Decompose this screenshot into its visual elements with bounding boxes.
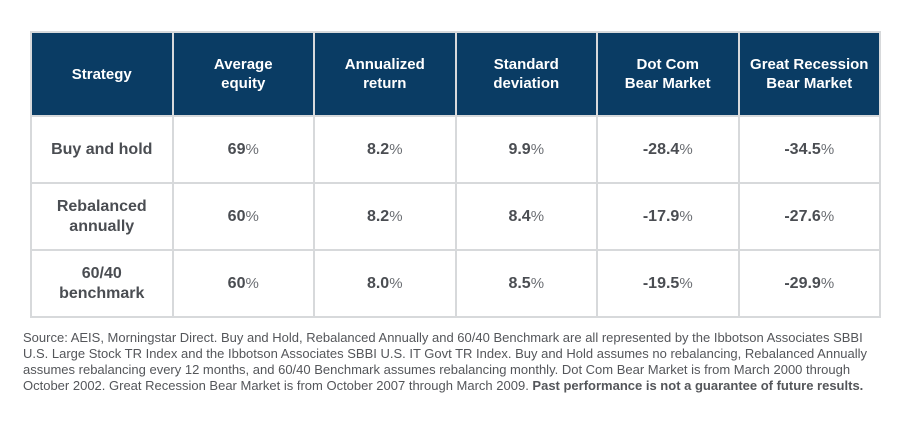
table-row-buy-and-hold: Buy and hold 69% 8.2% 9.9% -28.4% -34.5%: [30, 115, 881, 184]
table-cell: 8.2%: [313, 182, 457, 251]
row-label: Rebalanced annually: [30, 182, 174, 251]
footnote-text: Source: AEIS, Morningstar Direct. Buy an…: [23, 330, 868, 393]
percent-suffix: %: [389, 207, 403, 225]
cell-value: -34.5: [784, 140, 821, 158]
percent-suffix: %: [820, 274, 835, 292]
cell-value: 60: [227, 207, 246, 225]
cell-value: -27.6: [784, 207, 821, 225]
table-cell: 8.2%: [313, 115, 457, 184]
header-row: Strategy Average equity Annualized retur…: [30, 31, 881, 117]
column-header-dot-com-bear-market: Dot Com Bear Market: [596, 31, 740, 117]
table-cell: -27.6%: [737, 182, 881, 251]
column-header-standard-deviation: Standard deviation: [454, 31, 598, 117]
table-cell: -28.4%: [596, 115, 740, 184]
cell-value: 8.4: [508, 207, 531, 225]
table: Strategy Average equity Annualized retur…: [30, 31, 881, 318]
table-cell: -19.5%: [596, 249, 740, 318]
percent-suffix: %: [679, 140, 693, 158]
cell-value: -28.4: [642, 140, 680, 158]
table-cell: 60%: [171, 182, 315, 251]
table-cell: -29.9%: [737, 249, 881, 318]
table-header: Strategy Average equity Annualized retur…: [30, 31, 881, 117]
column-header-annualized-return: Annualized return: [313, 31, 457, 117]
cell-value: 8.5: [508, 274, 531, 292]
row-label: 60/40 benchmark: [30, 249, 174, 318]
table-cell: 9.9%: [454, 115, 598, 184]
table-row-rebalanced-annually: Rebalanced annually 60% 8.2% 8.4% -17.9%…: [30, 182, 881, 251]
percent-suffix: %: [820, 140, 835, 158]
table-cell: 60%: [171, 249, 315, 318]
cell-value: 8.2: [366, 207, 390, 225]
row-label: Buy and hold: [30, 115, 174, 184]
column-header-strategy: Strategy: [30, 31, 174, 117]
cell-value: -17.9: [642, 207, 680, 225]
table-body: Buy and hold 69% 8.2% 9.9% -28.4% -34.5%…: [30, 115, 881, 318]
percent-suffix: %: [389, 140, 403, 158]
source-footnote: Source: AEIS, Morningstar Direct. Buy an…: [23, 330, 887, 394]
column-header-great-recession-bear-market: Great Recession Bear Market: [737, 31, 881, 117]
cell-value: 69: [227, 140, 246, 158]
cell-value: -29.9: [784, 274, 821, 292]
percent-suffix: %: [530, 207, 545, 225]
percent-suffix: %: [679, 274, 693, 292]
table-row-60-40-benchmark: 60/40 benchmark 60% 8.0% 8.5% -19.5% -29…: [30, 249, 881, 318]
column-header-average-equity: Average equity: [171, 31, 315, 117]
cell-value: 8.0: [366, 274, 390, 292]
cell-value: 9.9: [508, 140, 531, 158]
cell-value: 60: [227, 274, 246, 292]
percent-suffix: %: [679, 207, 693, 225]
table-cell: 69%: [171, 115, 315, 184]
cell-value: 8.2: [366, 140, 390, 158]
percent-suffix: %: [245, 140, 259, 158]
strategy-comparison-table: Strategy Average equity Annualized retur…: [30, 31, 881, 318]
table-cell: -17.9%: [596, 182, 740, 251]
percent-suffix: %: [245, 274, 259, 292]
cell-value: -19.5: [642, 274, 680, 292]
percent-suffix: %: [530, 274, 545, 292]
percent-suffix: %: [820, 207, 835, 225]
table-cell: 8.5%: [454, 249, 598, 318]
footnote-disclaimer: Past performance is not a guarantee of f…: [532, 378, 864, 393]
table-cell: 8.0%: [313, 249, 457, 318]
percent-suffix: %: [389, 274, 403, 292]
table-cell: 8.4%: [454, 182, 598, 251]
percent-suffix: %: [245, 207, 259, 225]
percent-suffix: %: [530, 140, 545, 158]
table-cell: -34.5%: [737, 115, 881, 184]
